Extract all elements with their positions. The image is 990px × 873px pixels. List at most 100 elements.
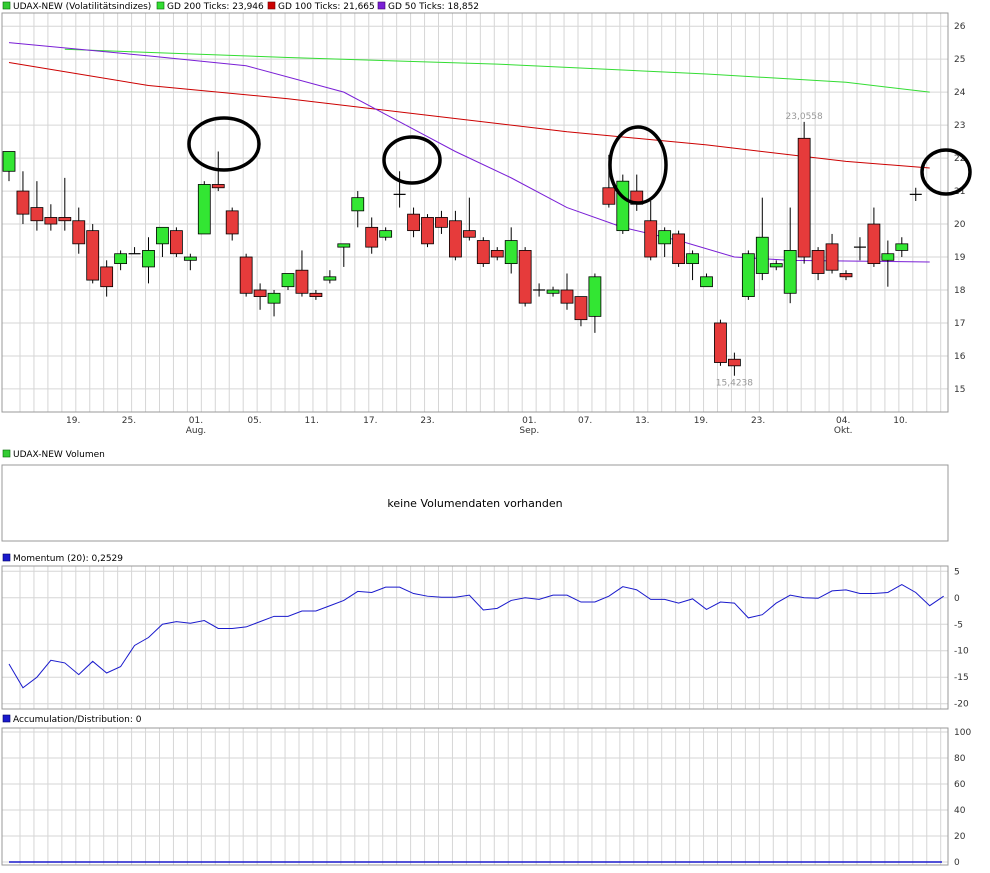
candle-36 xyxy=(504,227,518,274)
candle-52 xyxy=(728,352,741,376)
volume-panel-frame xyxy=(1,464,949,542)
candle-56 xyxy=(783,207,797,304)
candle-16 xyxy=(225,207,239,241)
mom-ytick-3: -10 xyxy=(954,647,969,657)
candle-body-35 xyxy=(490,250,504,258)
candle-body-25 xyxy=(351,197,365,212)
legend-label-momentum: Momentum (20): 0,2529 xyxy=(13,554,123,564)
price-xtick-7: 01. xyxy=(522,416,536,426)
candle-54 xyxy=(755,197,769,281)
candle-42 xyxy=(588,273,602,333)
price-xtick-0: 19. xyxy=(66,416,80,426)
candle-30 xyxy=(421,214,434,248)
price-ytick-1: 16 xyxy=(954,352,966,362)
price-ytick-5: 20 xyxy=(954,220,966,230)
price-xtick-1: 25. xyxy=(122,416,136,426)
candle-32 xyxy=(448,210,462,261)
candle-body-11 xyxy=(156,226,169,245)
accum-grid xyxy=(2,728,948,865)
price-xtick-2: 01. xyxy=(189,416,203,426)
momentum-panel-frame xyxy=(1,565,949,710)
legend-accum: Accumulation/Distribution: 0 xyxy=(2,714,142,725)
candle-body-34 xyxy=(476,240,490,265)
candle-65 xyxy=(909,187,922,201)
candle-body-17 xyxy=(239,256,253,294)
candle-body-23 xyxy=(323,276,337,281)
momentum-line xyxy=(8,583,944,689)
mom-ytick-5: -20 xyxy=(954,700,969,710)
price-ytick-3: 18 xyxy=(954,286,966,296)
candle-body-51 xyxy=(714,322,727,363)
candle-0 xyxy=(2,151,16,182)
annotation-low: 15,4238 xyxy=(716,379,753,389)
candle-23 xyxy=(323,270,337,284)
candle-body-7 xyxy=(100,266,114,288)
legend-swatch-accum xyxy=(2,714,11,723)
price-ytick-4: 19 xyxy=(954,253,966,263)
candle-9 xyxy=(128,247,141,255)
candle-body-44 xyxy=(616,180,630,232)
ma-line-0 xyxy=(64,48,930,93)
highlight-circles xyxy=(187,116,972,205)
price-xtick-5: 17. xyxy=(363,416,377,426)
candle-34 xyxy=(476,237,490,267)
candle-18 xyxy=(253,283,267,310)
price-ytick-7: 22 xyxy=(954,154,965,164)
candle-body-40 xyxy=(560,289,574,304)
candle-body-30 xyxy=(421,217,434,245)
price-xtick-11: 23. xyxy=(751,416,765,426)
legend-label-accum: Accumulation/Distribution: 0 xyxy=(13,715,142,725)
candle-body-19 xyxy=(267,292,281,304)
candle-10 xyxy=(142,237,155,284)
moving-averages xyxy=(8,42,930,263)
candle-57 xyxy=(797,121,811,264)
candle-body-1 xyxy=(16,190,30,215)
candle-body-8 xyxy=(114,253,127,265)
candle-26 xyxy=(365,217,379,254)
candle-body-24 xyxy=(337,243,351,248)
candle-body-26 xyxy=(365,226,379,248)
candle-body-2 xyxy=(30,207,44,222)
circle-mark-2 xyxy=(382,135,442,185)
candle-49 xyxy=(686,250,699,281)
price-ytick-2: 17 xyxy=(954,319,965,329)
candle-body-58 xyxy=(811,250,825,274)
candle-29 xyxy=(407,207,420,238)
candle-body-46 xyxy=(644,220,658,258)
candle-8 xyxy=(114,250,127,271)
candle-46 xyxy=(644,200,658,261)
candle-body-5 xyxy=(72,220,86,245)
candle-44 xyxy=(616,174,630,234)
price-grid xyxy=(2,13,948,412)
candle-body-59 xyxy=(825,243,839,271)
candle-body-50 xyxy=(700,276,713,288)
candle-body-54 xyxy=(755,236,769,274)
price-ytick-0: 15 xyxy=(954,385,965,395)
candle-body-62 xyxy=(867,223,881,265)
candle-body-64 xyxy=(895,243,909,251)
acc-ytick-1: 20 xyxy=(954,832,966,842)
price-ytick-9: 24 xyxy=(954,88,966,98)
candle-63 xyxy=(881,240,895,287)
ma-line-1 xyxy=(8,61,930,169)
candle-body-52 xyxy=(728,358,741,367)
candle-20 xyxy=(281,273,295,290)
acc-ytick-2: 40 xyxy=(954,806,966,816)
circle-mark-1 xyxy=(187,116,261,172)
mom-ytick-4: -15 xyxy=(954,673,969,683)
legend-main: UDAX-NEW (Volatilitätsindizes) GD 200 Ti… xyxy=(2,1,479,12)
legend-momentum: Momentum (20): 0,2529 xyxy=(2,553,123,564)
candle-58 xyxy=(811,247,825,281)
acc-ytick-3: 60 xyxy=(954,780,966,790)
candle-12 xyxy=(169,227,183,258)
volume-empty-message: keine Volumendaten vorhanden xyxy=(387,497,562,510)
candle-body-29 xyxy=(407,213,420,232)
candle-51 xyxy=(714,319,727,366)
candle-7 xyxy=(100,260,114,297)
candle-27 xyxy=(379,227,393,241)
price-annotations: 23,0558 15,4238 xyxy=(716,112,823,389)
candle-body-12 xyxy=(169,230,183,255)
price-xtick-13: 10. xyxy=(893,416,907,426)
candle-body-31 xyxy=(435,217,448,228)
